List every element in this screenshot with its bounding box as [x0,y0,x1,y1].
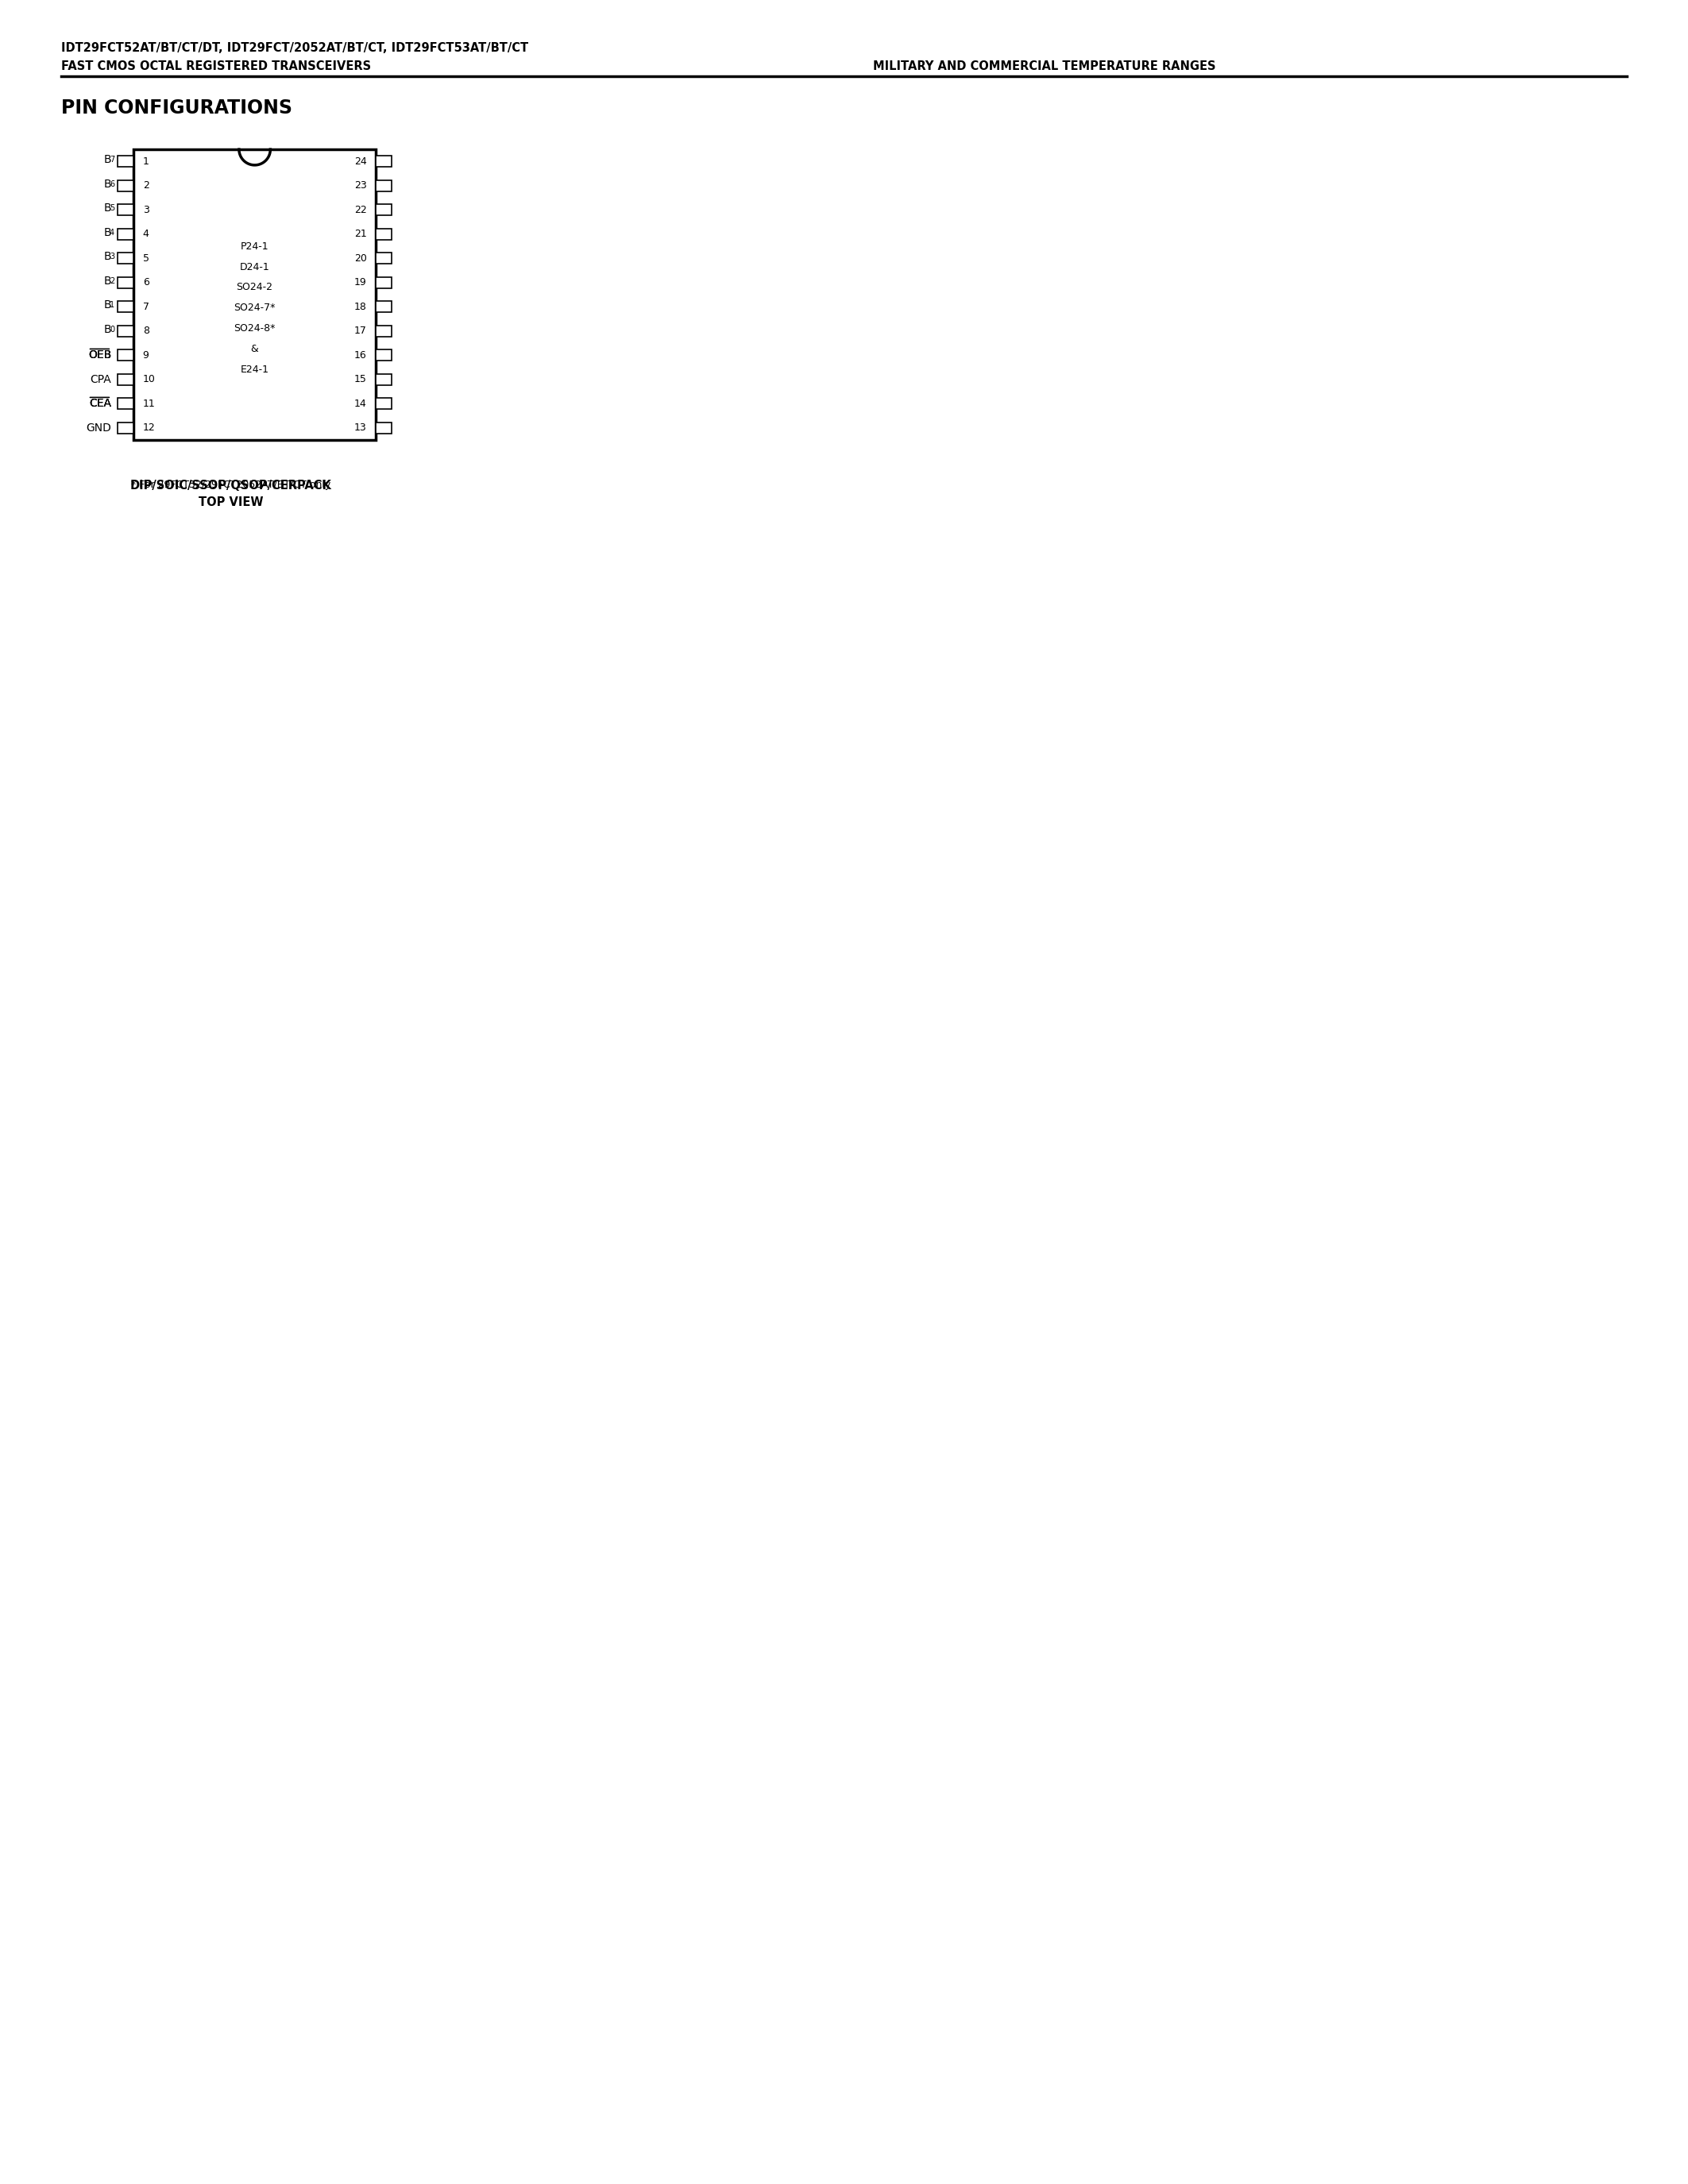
Text: 5: 5 [110,205,115,212]
Bar [376,422,392,432]
Text: E24-1: E24-1 [240,365,268,376]
Bar [376,253,392,264]
Bar [118,155,133,166]
Text: B: B [103,251,111,262]
Text: GND: GND [86,422,111,432]
Bar [118,325,133,336]
Text: SO24-2: SO24-2 [236,282,273,293]
Text: 7: 7 [143,301,149,312]
Text: 8: 8 [143,325,149,336]
Bar [118,422,133,432]
Text: 21: 21 [354,229,366,240]
Text: 14: 14 [354,397,366,408]
Text: FAST CMOS OCTAL REGISTERED TRANSCEIVERS: FAST CMOS OCTAL REGISTERED TRANSCEIVERS [61,61,371,72]
Bar [118,229,133,240]
Text: B: B [103,179,111,190]
Bar [376,205,392,216]
Bar [118,349,133,360]
Bar [376,373,392,384]
Bar [376,325,392,336]
Text: OEB: OEB [88,349,111,360]
Text: 11: 11 [143,397,155,408]
Text: CEA: CEA [89,397,111,408]
Bar [376,277,392,288]
Bar [118,301,133,312]
Text: 4: 4 [143,229,149,240]
Text: B: B [103,203,111,214]
Text: CEA: CEA [89,397,111,408]
Text: MILITARY AND COMMERCIAL TEMPERATURE RANGES: MILITARY AND COMMERCIAL TEMPERATURE RANG… [873,61,1215,72]
Text: 20: 20 [354,253,366,264]
Bar [118,253,133,264]
Bar [118,277,133,288]
Text: 10: 10 [143,373,155,384]
Text: 12: 12 [143,424,155,432]
Text: * For 29FCT52/29FCT2052AT/BT/CT only: * For 29FCT52/29FCT2052AT/BT/CT only [132,478,331,489]
Text: 1: 1 [110,301,115,310]
Text: B: B [103,227,111,238]
Text: 16: 16 [354,349,366,360]
Text: OEB: OEB [88,349,111,360]
Bar [376,301,392,312]
Bar [118,181,133,192]
Text: 13: 13 [354,424,366,432]
Text: 6: 6 [110,179,115,188]
Bar [376,181,392,192]
Text: CPA: CPA [89,373,111,384]
Text: 6: 6 [143,277,149,288]
Text: 2: 2 [110,277,115,284]
Bar [133,149,376,439]
Text: 3: 3 [110,253,115,260]
Text: 1: 1 [143,157,149,166]
Text: B: B [103,323,111,334]
Bar [376,155,392,166]
Text: CEA: CEA [89,397,111,408]
Bar [376,397,392,408]
Text: 0: 0 [110,325,115,334]
Text: 15: 15 [354,373,366,384]
Bar [118,205,133,216]
Text: B: B [103,299,111,310]
Text: 23: 23 [354,181,366,190]
Text: 4: 4 [110,229,115,236]
Text: 17: 17 [354,325,366,336]
Bar [118,397,133,408]
Text: 19: 19 [354,277,366,288]
Text: 7: 7 [110,155,115,164]
Text: TOP VIEW: TOP VIEW [199,496,263,509]
Text: &: & [252,345,258,354]
Text: 2: 2 [143,181,149,190]
Bar [376,229,392,240]
Text: P24-1: P24-1 [240,240,268,251]
Text: B: B [103,275,111,286]
Bar [376,349,392,360]
Bar [118,373,133,384]
Text: OEB: OEB [88,349,111,360]
Text: 9: 9 [143,349,149,360]
Text: 3: 3 [143,205,149,214]
Text: 22: 22 [354,205,366,214]
Text: SO24-7*: SO24-7* [235,304,275,312]
Text: DIP/SOIC/SSOP/QSOP/CERPACK: DIP/SOIC/SSOP/QSOP/CERPACK [130,478,333,491]
Text: D24-1: D24-1 [240,262,270,273]
Text: 24: 24 [354,157,366,166]
Text: 5: 5 [143,253,149,264]
Text: PIN CONFIGURATIONS: PIN CONFIGURATIONS [61,98,292,118]
Text: 18: 18 [354,301,366,312]
Text: SO24-8*: SO24-8* [235,323,275,334]
Text: B: B [103,155,111,166]
Text: IDT29FCT52AT/BT/CT/DT, IDT29FCT/2052AT/BT/CT, IDT29FCT53AT/BT/CT: IDT29FCT52AT/BT/CT/DT, IDT29FCT/2052AT/B… [61,41,528,55]
